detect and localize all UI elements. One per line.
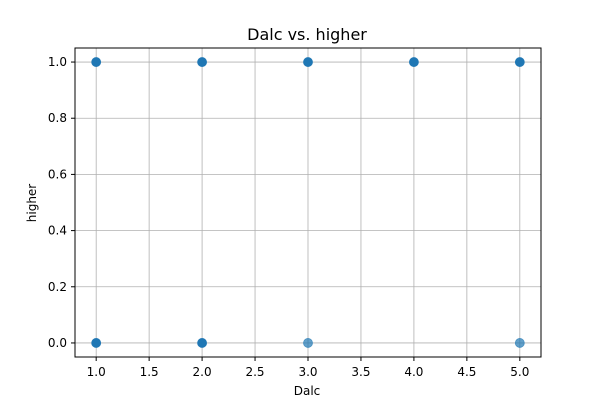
y-tick-label: 0.8 [48,111,67,125]
y-tick-label: 0.6 [48,167,67,181]
data-point [91,338,102,348]
y-axis-label: higher [25,184,39,223]
grid-lines [75,48,541,357]
y-tick-label: 0.2 [48,280,67,294]
data-point [514,57,525,67]
x-tick-label: 1.0 [87,365,106,379]
x-tick-label: 4.0 [404,365,423,379]
y-tick-label: 0.4 [48,224,67,238]
axis-ticks: 1.0 1.5 2.0 2.5 3.0 3.5 4.0 4.5 5.0 0.0 0.2 0.4 0.6 0… [48,55,529,379]
data-point [409,57,419,67]
y-tick-label: 1.0 [48,55,67,69]
x-tick-label: 3.0 [298,365,317,379]
data-points [91,57,525,348]
data-point [303,57,313,67]
y-tick-label: 0.0 [48,336,67,350]
data-point [303,338,313,348]
x-tick-label: 4.5 [457,365,476,379]
data-point [514,338,525,348]
x-tick-label: 3.5 [351,365,370,379]
data-point [91,57,102,67]
x-tick-label: 5.0 [510,365,529,379]
chart-title: Dalc vs. higher [247,25,367,44]
x-tick-label: 1.5 [140,365,159,379]
x-tick-label: 2.0 [193,365,212,379]
data-point [197,57,207,67]
data-point [197,338,207,348]
x-axis-label: Dalc [294,384,321,398]
x-tick-label: 2.5 [245,365,264,379]
